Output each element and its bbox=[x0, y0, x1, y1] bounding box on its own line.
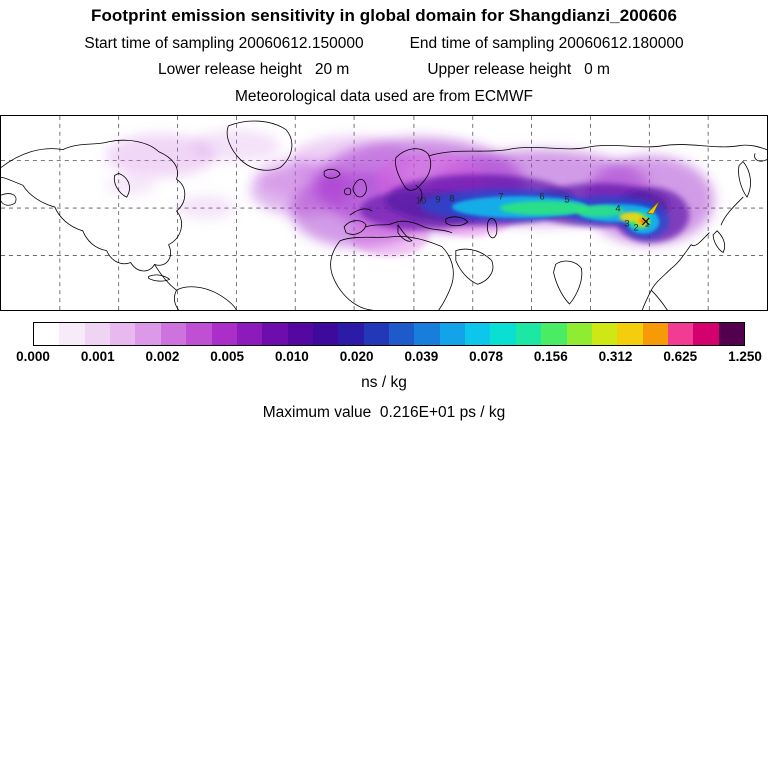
coast-hudson-bay bbox=[113, 173, 130, 198]
colorbar-tick-label: 0.078 bbox=[469, 349, 503, 364]
colorbar-segment bbox=[439, 323, 466, 345]
colorbar-segment bbox=[287, 323, 313, 345]
upper-release-label: Upper release height 0 m bbox=[427, 61, 610, 78]
world-map-svg bbox=[1, 116, 767, 310]
colorbar-tick-row: 0.000 0.001 0.002 0.005 0.010 0.020 0.039 0.078… bbox=[16, 349, 762, 365]
coast-caspian-black-sea bbox=[445, 216, 498, 239]
colorbar-unit-label: ns / kg bbox=[361, 374, 407, 391]
colorbar-segment bbox=[490, 323, 516, 345]
colorbar-segment bbox=[186, 323, 212, 345]
colorbar-segment bbox=[211, 323, 237, 345]
colorbar-segment bbox=[617, 323, 643, 345]
colorbar-tick-label: 0.005 bbox=[210, 349, 245, 364]
colorbar-segment bbox=[667, 323, 694, 345]
colorbar-segment bbox=[312, 323, 339, 345]
colorbar-segment bbox=[718, 323, 745, 345]
colorbar-segment bbox=[465, 323, 491, 345]
colorbar-segment bbox=[236, 323, 263, 345]
colorbar-segment bbox=[262, 323, 288, 345]
lower-release-label: Lower release height 20 m bbox=[158, 61, 350, 78]
coast-scandinavia bbox=[395, 148, 432, 202]
colorbar-tick-label: 0.039 bbox=[404, 349, 439, 364]
source-marker bbox=[641, 200, 660, 226]
colorbar-segment bbox=[110, 323, 136, 345]
coast-iceland bbox=[323, 168, 341, 179]
maximum-value-label: Maximum value 0.216E+01 ps / kg bbox=[262, 404, 506, 421]
colorbar-segment bbox=[135, 323, 161, 345]
coast-arabia bbox=[455, 248, 494, 285]
colorbar-segment bbox=[389, 323, 415, 345]
map-panel: 10 9 8 7 6 5 4 3 2 1 bbox=[0, 115, 768, 311]
coast-north-america bbox=[1, 139, 186, 272]
page-title: Footprint emission sensitivity in global… bbox=[90, 6, 678, 25]
colorbar-tick-label: 0.000 bbox=[16, 349, 50, 364]
colorbar-segment bbox=[515, 323, 542, 345]
coast-africa bbox=[330, 235, 454, 310]
colorbar-segment bbox=[642, 323, 668, 345]
coast-europe bbox=[343, 208, 453, 242]
coastlines bbox=[1, 120, 767, 310]
colorbar-segment bbox=[59, 323, 85, 345]
colorbar-tick-label: 0.312 bbox=[598, 349, 633, 364]
coast-british-isles bbox=[344, 178, 367, 198]
colorbar-tick-label: 0.002 bbox=[145, 349, 180, 364]
coast-east-asia bbox=[641, 161, 751, 310]
colorbar-tick-label: 0.010 bbox=[275, 349, 309, 364]
colorbar-segment bbox=[693, 323, 719, 345]
colorbar-tick-label: 0.156 bbox=[533, 349, 568, 364]
end-time-label: End time of sampling 20060612.180000 bbox=[409, 35, 684, 52]
colorbar-tick-label: 0.001 bbox=[80, 349, 115, 364]
colorbar bbox=[33, 322, 745, 346]
colorbar-segment bbox=[34, 323, 60, 345]
colorbar-segment bbox=[591, 323, 618, 345]
colorbar-segment bbox=[541, 323, 567, 345]
coast-central-south-america bbox=[148, 264, 237, 310]
colorbar-tick-label: 0.625 bbox=[663, 349, 698, 364]
met-data-label: Meteorological data used are from ECMWF bbox=[234, 88, 534, 105]
coast-india bbox=[553, 260, 583, 305]
start-time-label: Start time of sampling 20060612.150000 bbox=[84, 35, 364, 52]
colorbar-segment bbox=[84, 323, 111, 345]
colorbar-segment bbox=[160, 323, 187, 345]
colorbar-tick-label: 0.020 bbox=[339, 349, 374, 364]
colorbar-segment bbox=[414, 323, 440, 345]
release-heights-line: Lower release height 20 m Upper release … bbox=[0, 61, 768, 79]
colorbar-tick-label: 1.250 bbox=[728, 349, 762, 364]
sampling-times-line: Start time of sampling 20060612.150000 E… bbox=[0, 35, 768, 53]
coast-asia-arctic bbox=[429, 144, 767, 162]
colorbar-segment bbox=[338, 323, 364, 345]
colorbar-segment bbox=[363, 323, 390, 345]
met-data-line: Meteorological data used are from ECMWF bbox=[0, 88, 768, 106]
colorbar-segment bbox=[566, 323, 592, 345]
coast-greenland bbox=[226, 120, 293, 171]
